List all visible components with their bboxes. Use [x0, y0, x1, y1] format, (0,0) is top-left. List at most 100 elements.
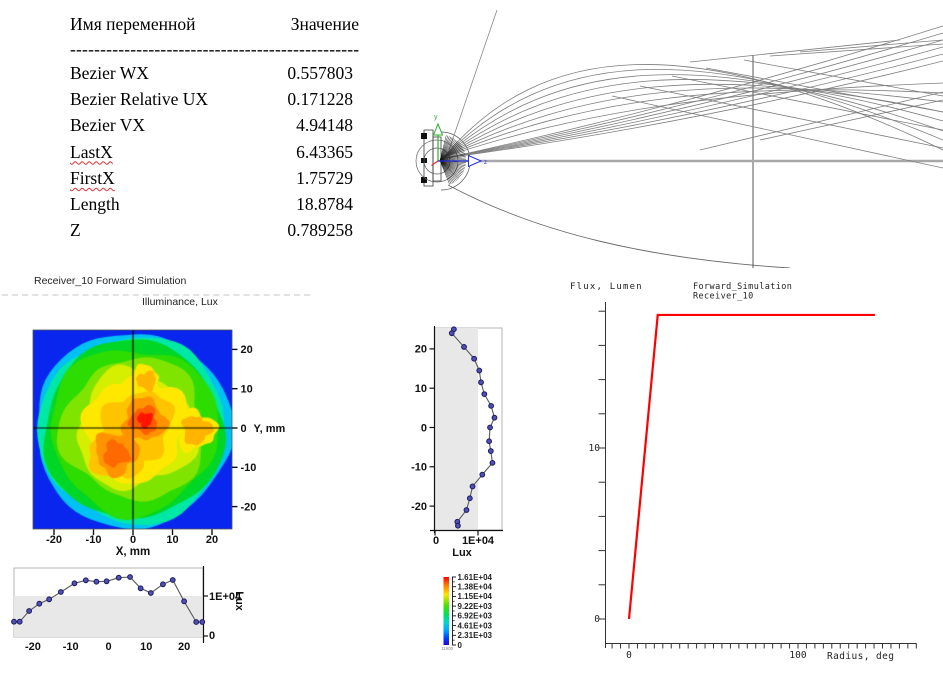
variable-name: Length: [70, 194, 120, 215]
z-axis-arrowhead-icon: [468, 154, 483, 168]
x-tick-label: 20: [178, 641, 190, 653]
column-header-value: Значение: [290, 14, 359, 34]
data-marker: [137, 585, 144, 592]
data-marker: [26, 608, 33, 614]
data-marker: [488, 402, 495, 409]
ray-path: [639, 85, 943, 149]
variables-table: Имя переменной Значение ----------------…: [70, 10, 359, 243]
ray-trace-view: yz: [415, 9, 943, 268]
variable-value: 0.557803: [287, 63, 353, 83]
y-tick-label: -20: [241, 501, 257, 513]
variable-row: FirstX 1.75729: [70, 165, 359, 191]
x-tick-label: 0: [626, 650, 632, 661]
y-tick-label: -20: [411, 501, 427, 513]
data-marker: [103, 578, 110, 585]
ray-path: [445, 32, 943, 159]
x-tick-label: -20: [25, 641, 41, 653]
data-marker: [463, 507, 470, 513]
z-axis-label: z: [484, 160, 487, 166]
y-profile-chart: 20 10 0 -10 -20 0 1E+04 Lux: [411, 326, 503, 559]
x-profile-ylabel: Lux: [233, 591, 245, 611]
data-marker: [491, 414, 498, 421]
ray-path: [448, 9, 498, 151]
data-marker: [181, 598, 188, 605]
flux-legend-series: Forward_Simulation: [693, 282, 792, 292]
variable-value: 4.94148: [296, 115, 353, 136]
ray-path: [445, 46, 943, 159]
y-tick-label: 10: [415, 383, 427, 395]
y-tick-label: 0: [594, 614, 600, 625]
data-marker: [127, 574, 133, 580]
ray-path: [443, 87, 943, 158]
variables-table-header: Имя переменной Значение: [70, 10, 359, 38]
data-marker: [199, 619, 206, 625]
x-tick-label: -10: [63, 641, 79, 653]
x-tick-label: 10: [140, 641, 152, 653]
colorbar-label: 2.31E+03: [458, 631, 493, 640]
data-marker: [82, 577, 89, 584]
ray-path: [423, 129, 434, 187]
y-profile-xtick-1e4: 1E+04: [462, 535, 495, 547]
map-ylabel: Y, mm: [254, 423, 286, 435]
data-marker: [93, 578, 100, 585]
data-marker: [71, 580, 78, 587]
ray-path: [443, 89, 943, 158]
ray-path: [445, 39, 943, 159]
ray-path: [445, 60, 943, 159]
x-axis-stub: [431, 160, 439, 166]
ray-path: [445, 25, 943, 159]
ray-path: [799, 39, 943, 53]
data-marker: [115, 574, 122, 581]
data-marker: [448, 330, 455, 337]
ray-path: [743, 59, 943, 97]
variable-name: Bezier Relative UX: [70, 89, 209, 110]
variable-row: Z 0.789258: [70, 217, 359, 243]
map-frame: [32, 329, 233, 530]
flux-line: [627, 313, 875, 620]
y-tick-label: -10: [411, 462, 427, 474]
ray-path: [443, 83, 943, 158]
table-separator-line: ----------------------------------------…: [70, 39, 359, 59]
variable-value: 1.75729: [296, 167, 353, 188]
data-marker: [476, 367, 483, 374]
data-marker: [57, 589, 64, 595]
ray-path: [443, 79, 943, 158]
variable-name: LastX: [70, 141, 113, 162]
flux-chart-title: Flux, Lumen: [570, 282, 643, 292]
colorbar-label: 1.61E+04: [458, 573, 493, 582]
variable-row: Bezier Relative UX 0.171228: [70, 86, 359, 112]
map-xlabel: X, mm: [116, 546, 151, 558]
x-tick-label: 10: [166, 534, 178, 546]
x-profile-ytick-1e4: 1E+04: [209, 591, 242, 603]
data-marker: [486, 438, 492, 445]
variable-value: 0.789258: [287, 220, 353, 241]
variable-name: Z: [70, 220, 81, 241]
colorbar-label: 0: [458, 641, 463, 650]
y-tick-label: 10: [589, 443, 601, 454]
x-tick-label: -10: [86, 534, 102, 546]
data-marker: [11, 618, 17, 625]
x-tick-label: 100: [789, 650, 806, 661]
x-tick-label: 20: [206, 534, 218, 546]
flux-legend-receiver: Receiver_10: [693, 292, 754, 302]
ray-path: [689, 39, 901, 63]
y-tick-label: -10: [241, 462, 257, 474]
y-tick-label: 0: [241, 423, 247, 435]
ray-path: [443, 74, 943, 158]
variable-value: 6.43365: [296, 141, 353, 162]
data-marker: [489, 459, 496, 466]
ray-path: [759, 99, 943, 141]
flux-xlabel: Radius, deg: [827, 651, 894, 662]
colorbar-label: 1.15E+04: [458, 592, 493, 601]
data-marker: [46, 596, 53, 603]
color-scale-legend: 1.61E+041.38E+041.15E+049.22E+036.92E+03…: [441, 573, 493, 651]
data-marker: [469, 483, 476, 490]
variable-value: 0.171228: [287, 89, 353, 110]
variable-name: Bezier WX: [70, 63, 149, 83]
ray-path: [611, 95, 943, 169]
variable-row: Length 18.8784: [70, 191, 359, 217]
data-marker: [487, 424, 493, 431]
data-marker: [466, 495, 473, 502]
